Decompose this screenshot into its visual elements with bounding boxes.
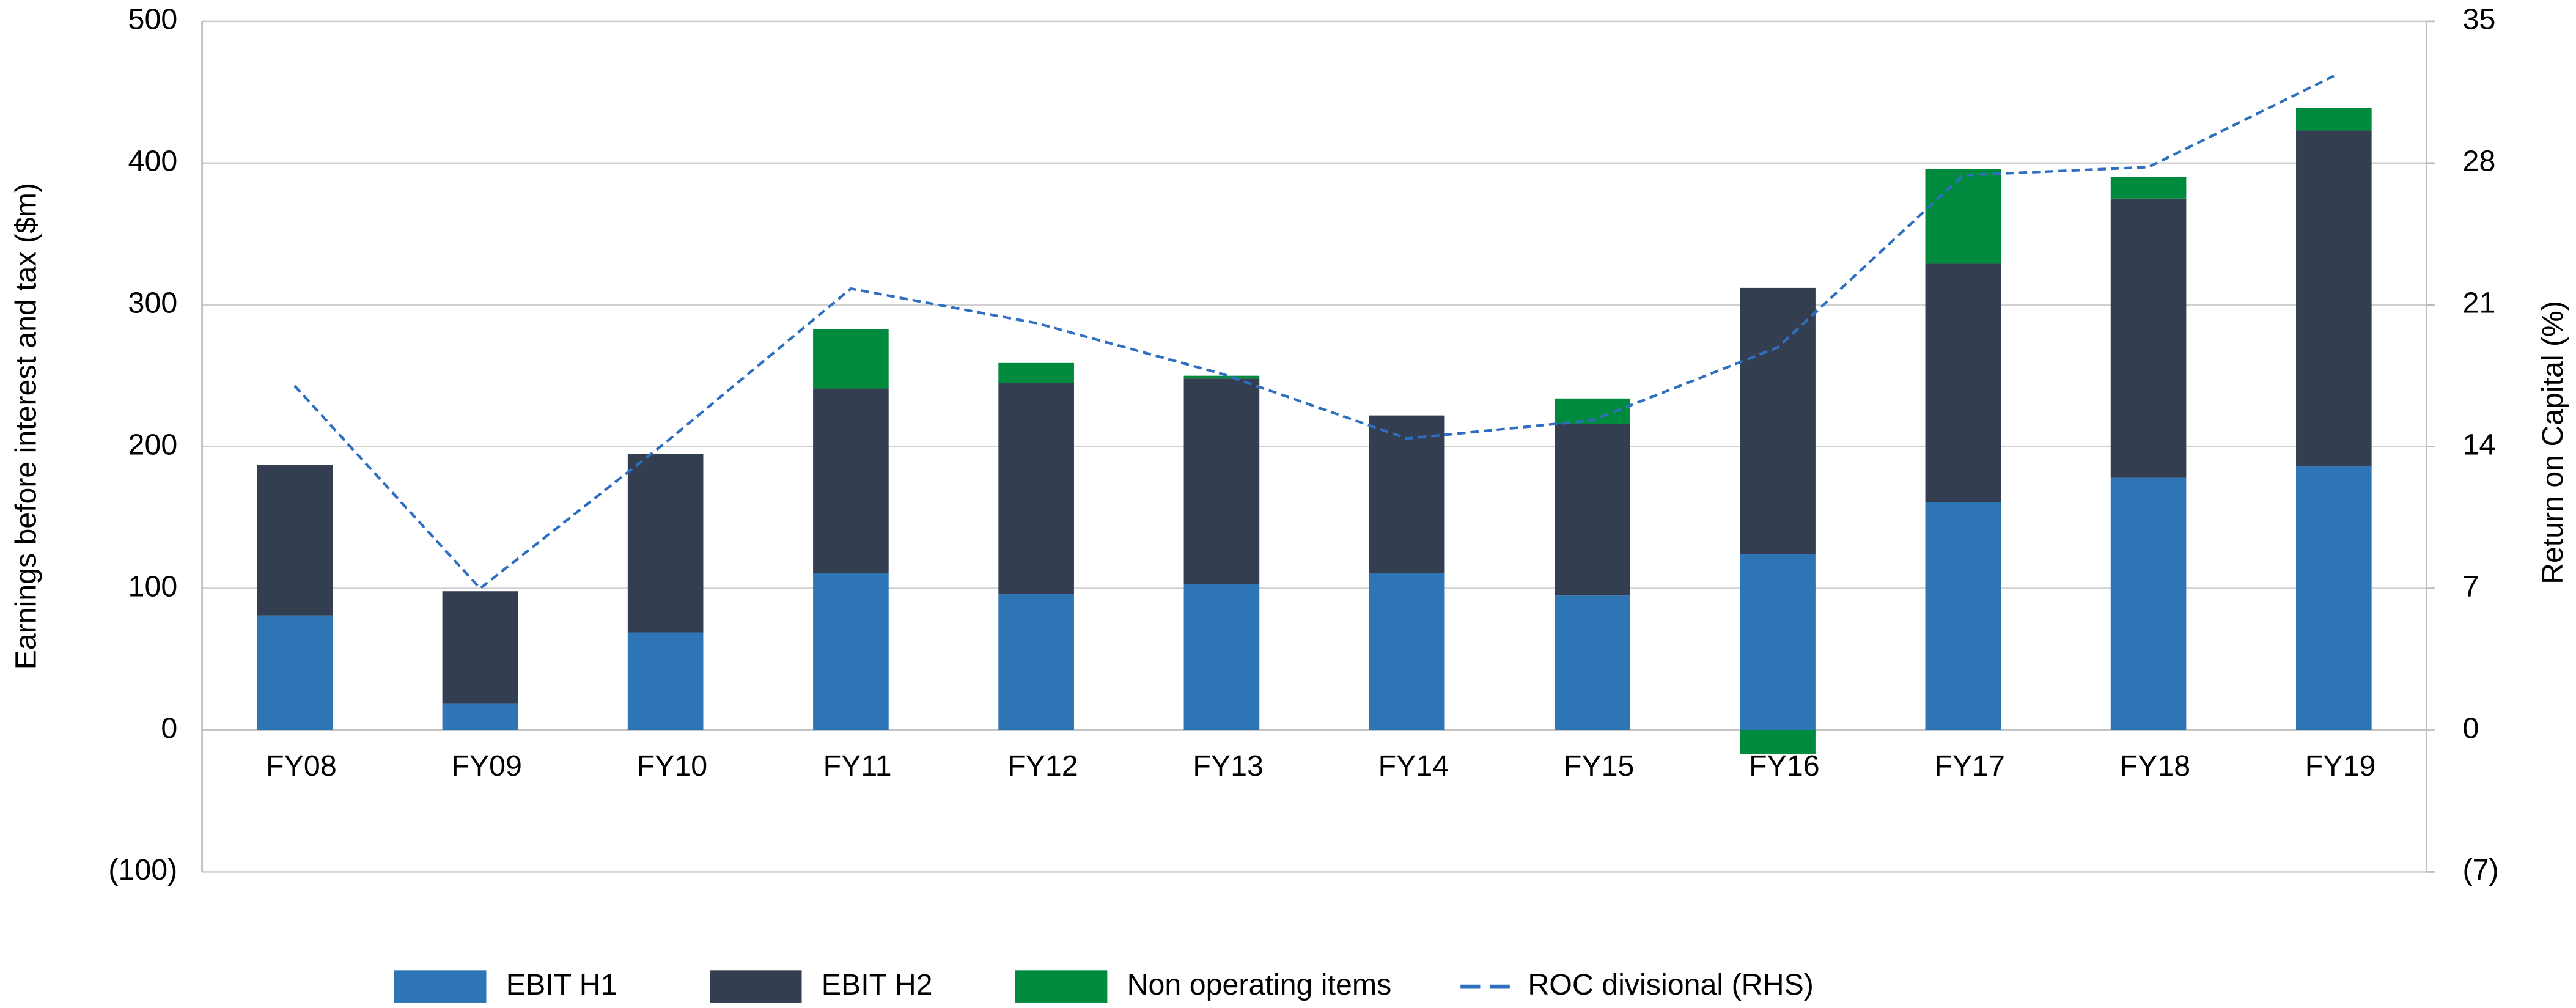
- legend-label: EBIT H2: [822, 968, 933, 1001]
- x-tick-label: FY16: [1749, 749, 1820, 782]
- bar: [1183, 378, 1260, 584]
- bar: [442, 703, 518, 730]
- bar: [1925, 263, 2001, 502]
- y-tick-label: 100: [128, 570, 178, 603]
- y-tick-label: 400: [128, 145, 178, 178]
- bar: [998, 362, 1074, 383]
- bar: [1740, 287, 1816, 554]
- y-axis-label: Earnings before interest and tax ($m): [9, 183, 42, 669]
- bar: [1740, 730, 1816, 754]
- bar: [2110, 477, 2187, 730]
- bar: [1925, 169, 2001, 264]
- x-tick-label: FY13: [1193, 749, 1264, 782]
- x-tick-label: FY10: [637, 749, 708, 782]
- bar: [2296, 108, 2372, 131]
- y2-axis-label: Return on Capital (%): [2536, 301, 2569, 584]
- y-tick-label: 500: [128, 3, 178, 36]
- y2-tick-label: 14: [2463, 428, 2496, 461]
- bar: [1555, 424, 1630, 596]
- bar: [627, 632, 704, 730]
- y2-tick-label: 28: [2463, 145, 2496, 178]
- x-tick-label: FY15: [1564, 749, 1635, 782]
- bar: [442, 591, 518, 704]
- x-tick-label: FY09: [451, 749, 522, 782]
- bar: [2296, 130, 2372, 467]
- legend-swatch: [394, 970, 487, 1003]
- bar: [1555, 595, 1630, 730]
- legend-swatch: [710, 970, 802, 1003]
- y-tick-label: 0: [161, 712, 177, 745]
- x-tick-label: FY14: [1378, 749, 1449, 782]
- bar: [1740, 554, 1816, 730]
- line: [293, 75, 2335, 590]
- x-tick-label: FY12: [1007, 749, 1078, 782]
- bar: [1183, 584, 1260, 730]
- bar: [627, 454, 704, 633]
- legend-label: EBIT H1: [506, 968, 617, 1001]
- bar: [2110, 177, 2187, 199]
- x-tick-label: FY18: [2120, 749, 2191, 782]
- bar: [998, 594, 1074, 730]
- bar: [1925, 502, 2001, 730]
- bar: [257, 465, 333, 616]
- bar: [813, 329, 889, 389]
- bar: [813, 573, 889, 730]
- y2-tick-label: 21: [2463, 287, 2496, 320]
- bar: [998, 383, 1074, 594]
- y2-tick-label: 7: [2463, 570, 2479, 603]
- bar: [2296, 466, 2372, 730]
- x-tick-label: FY19: [2305, 749, 2376, 782]
- bar: [813, 388, 889, 573]
- legend-swatch: [1015, 970, 1108, 1003]
- bar: [257, 615, 333, 730]
- bar: [2110, 198, 2187, 478]
- y-tick-label: (100): [108, 853, 177, 886]
- y2-tick-label: 35: [2463, 3, 2496, 36]
- x-tick-label: FY11: [823, 749, 892, 782]
- x-tick-label: FY08: [266, 749, 337, 782]
- y-tick-label: 200: [128, 428, 178, 461]
- y-tick-label: 300: [128, 287, 178, 320]
- y2-tick-label: (7): [2463, 853, 2499, 886]
- legend-label: Non operating items: [1127, 968, 1392, 1001]
- bar: [1183, 375, 1260, 379]
- x-tick-label: FY17: [1934, 749, 2005, 782]
- legend-label: ROC divisional (RHS): [1528, 968, 1814, 1001]
- bar: [1369, 415, 1445, 573]
- y2-tick-label: 0: [2463, 712, 2479, 745]
- bar: [1369, 573, 1445, 730]
